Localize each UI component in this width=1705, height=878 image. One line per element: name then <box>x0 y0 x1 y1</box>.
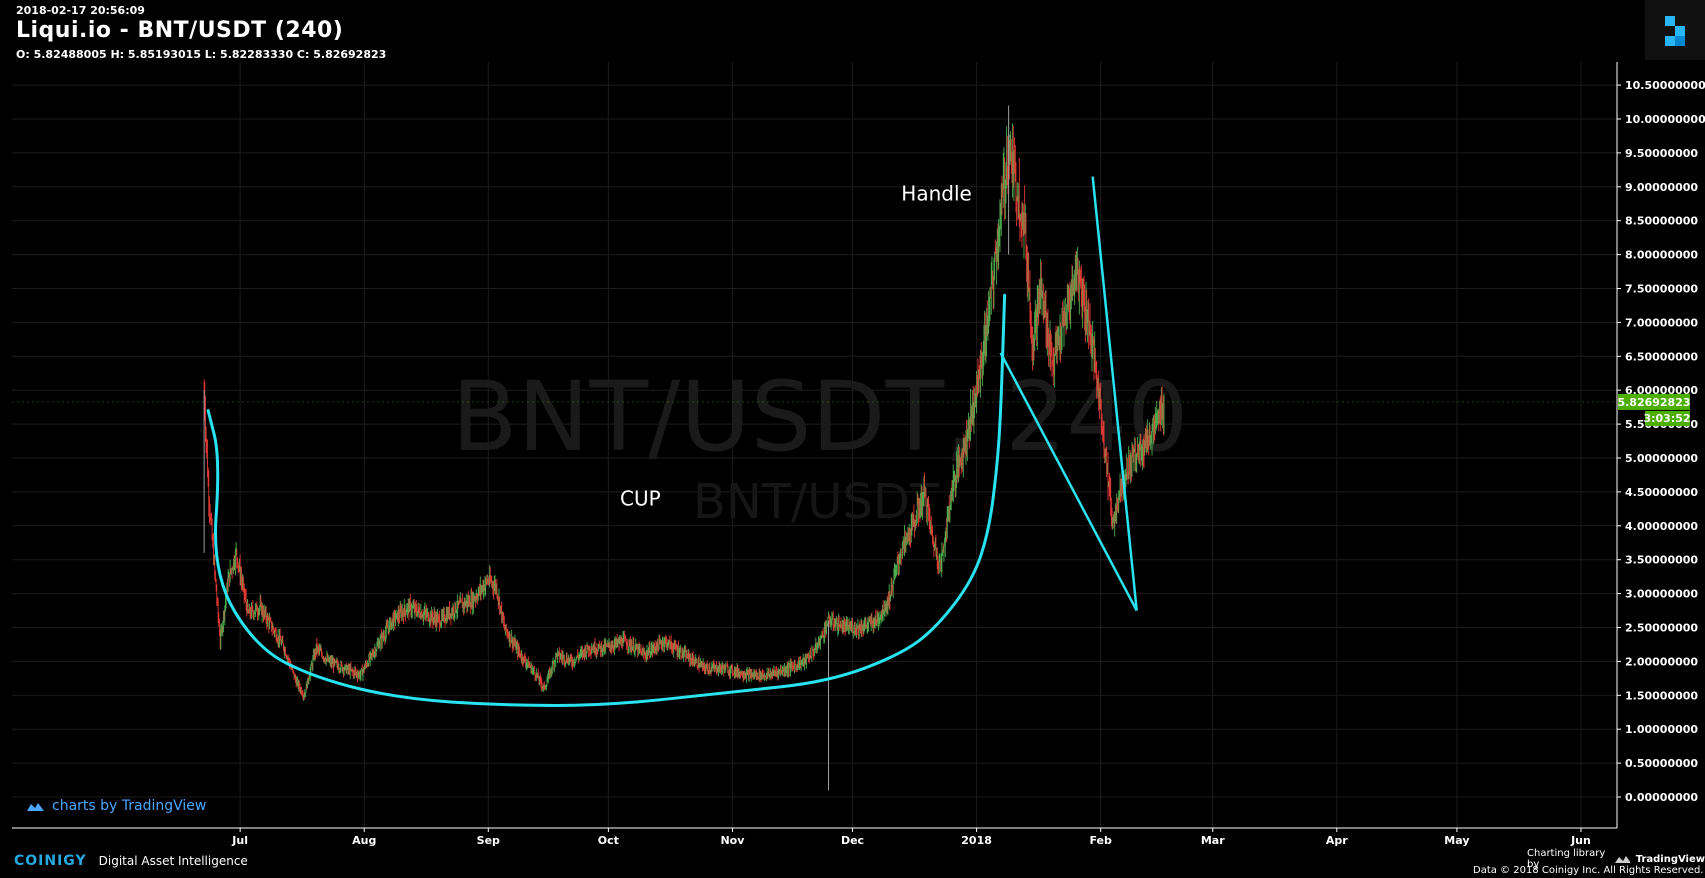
charting-library-text: Charting library by <box>1527 848 1606 870</box>
y-tick-label: 3.50000000 <box>1625 554 1698 567</box>
countdown-value: 3:03:52 <box>1643 412 1690 425</box>
x-tick-label: May <box>1444 834 1469 847</box>
x-tick-label: Nov <box>720 834 745 847</box>
y-tick-label: 9.00000000 <box>1625 181 1698 194</box>
handle-label: Handle <box>901 181 972 205</box>
x-tick-label: Dec <box>841 834 864 847</box>
y-tick-label: 0.00000000 <box>1625 791 1698 804</box>
x-tick-label: Jun <box>1570 834 1591 847</box>
y-tick-label: 6.50000000 <box>1625 350 1698 363</box>
x-tick-label: Mar <box>1201 834 1225 847</box>
chart-title: Liqui.io - BNT/USDT (240) <box>16 18 344 43</box>
x-tick-label: Apr <box>1326 834 1348 847</box>
handle-lower-line <box>999 352 1138 612</box>
coinigy-branding: COINIGY Digital Asset Intelligence <box>14 853 248 869</box>
x-tick-label: Oct <box>598 834 619 847</box>
x-tick-label: Feb <box>1089 834 1112 847</box>
coinigy-logo-icon <box>1665 16 1685 46</box>
y-tick-label: 4.50000000 <box>1625 486 1698 499</box>
timestamp: 2018-02-17 20:56:09 <box>16 4 145 17</box>
y-tick-label: 7.00000000 <box>1625 316 1698 329</box>
y-tick-label: 8.00000000 <box>1625 249 1698 262</box>
data-credit: Data © 2018 Coinigy Inc. All Rights Rese… <box>1473 865 1704 876</box>
cup-curve <box>206 293 1007 707</box>
charting-library-credit: Charting library by TradingView <box>1527 848 1705 870</box>
watermark-sub: BNT/USDT <box>693 474 940 530</box>
y-tick-label: 7.50000000 <box>1625 283 1698 296</box>
countdown-badge <box>1645 410 1690 426</box>
tradingview-cloud-icon <box>1614 856 1630 863</box>
cup-label: CUP <box>620 486 661 510</box>
y-tick-label: 2.50000000 <box>1625 622 1698 635</box>
coinigy-tagline: Digital Asset Intelligence <box>98 854 248 868</box>
tradingview-word: TradingView <box>1635 853 1705 865</box>
y-tick-label: 2.00000000 <box>1625 655 1698 668</box>
y-tick-label: 5.00000000 <box>1625 452 1698 465</box>
handle-upper-line <box>1091 176 1138 611</box>
y-tick-label: 0.50000000 <box>1625 757 1698 770</box>
y-tick-label: 1.00000000 <box>1625 723 1698 736</box>
y-tick-label: 1.50000000 <box>1625 689 1698 702</box>
watermark-main: BNT/USDT, 240 <box>452 361 1189 473</box>
price-badge <box>1618 393 1690 410</box>
x-tick-label: Sep <box>477 834 500 847</box>
x-tick-label: Aug <box>352 834 376 847</box>
coinigy-name: COINIGY <box>14 853 87 869</box>
y-tick-label: 9.50000000 <box>1625 147 1698 160</box>
x-tick-label: Jul <box>231 834 248 847</box>
ohlc-readout: O: 5.82488005 H: 5.85193015 L: 5.8228333… <box>16 48 387 61</box>
y-tick-label: 4.00000000 <box>1625 520 1698 533</box>
x-tick-label: 2018 <box>961 834 992 847</box>
price-badge-value: 5.82692823 <box>1617 396 1690 409</box>
coinigy-logo-button[interactable] <box>1645 0 1705 60</box>
y-tick-label: 10.50000000 <box>1625 79 1705 92</box>
y-tick-label: 8.50000000 <box>1625 215 1698 228</box>
y-tick-label: 3.00000000 <box>1625 588 1698 601</box>
tradingview-badge-text: charts by TradingView <box>52 798 207 814</box>
cloud-icon <box>27 803 44 811</box>
y-tick-label: 10.00000000 <box>1625 113 1705 126</box>
tradingview-badge-link[interactable]: charts by TradingView <box>24 798 206 814</box>
